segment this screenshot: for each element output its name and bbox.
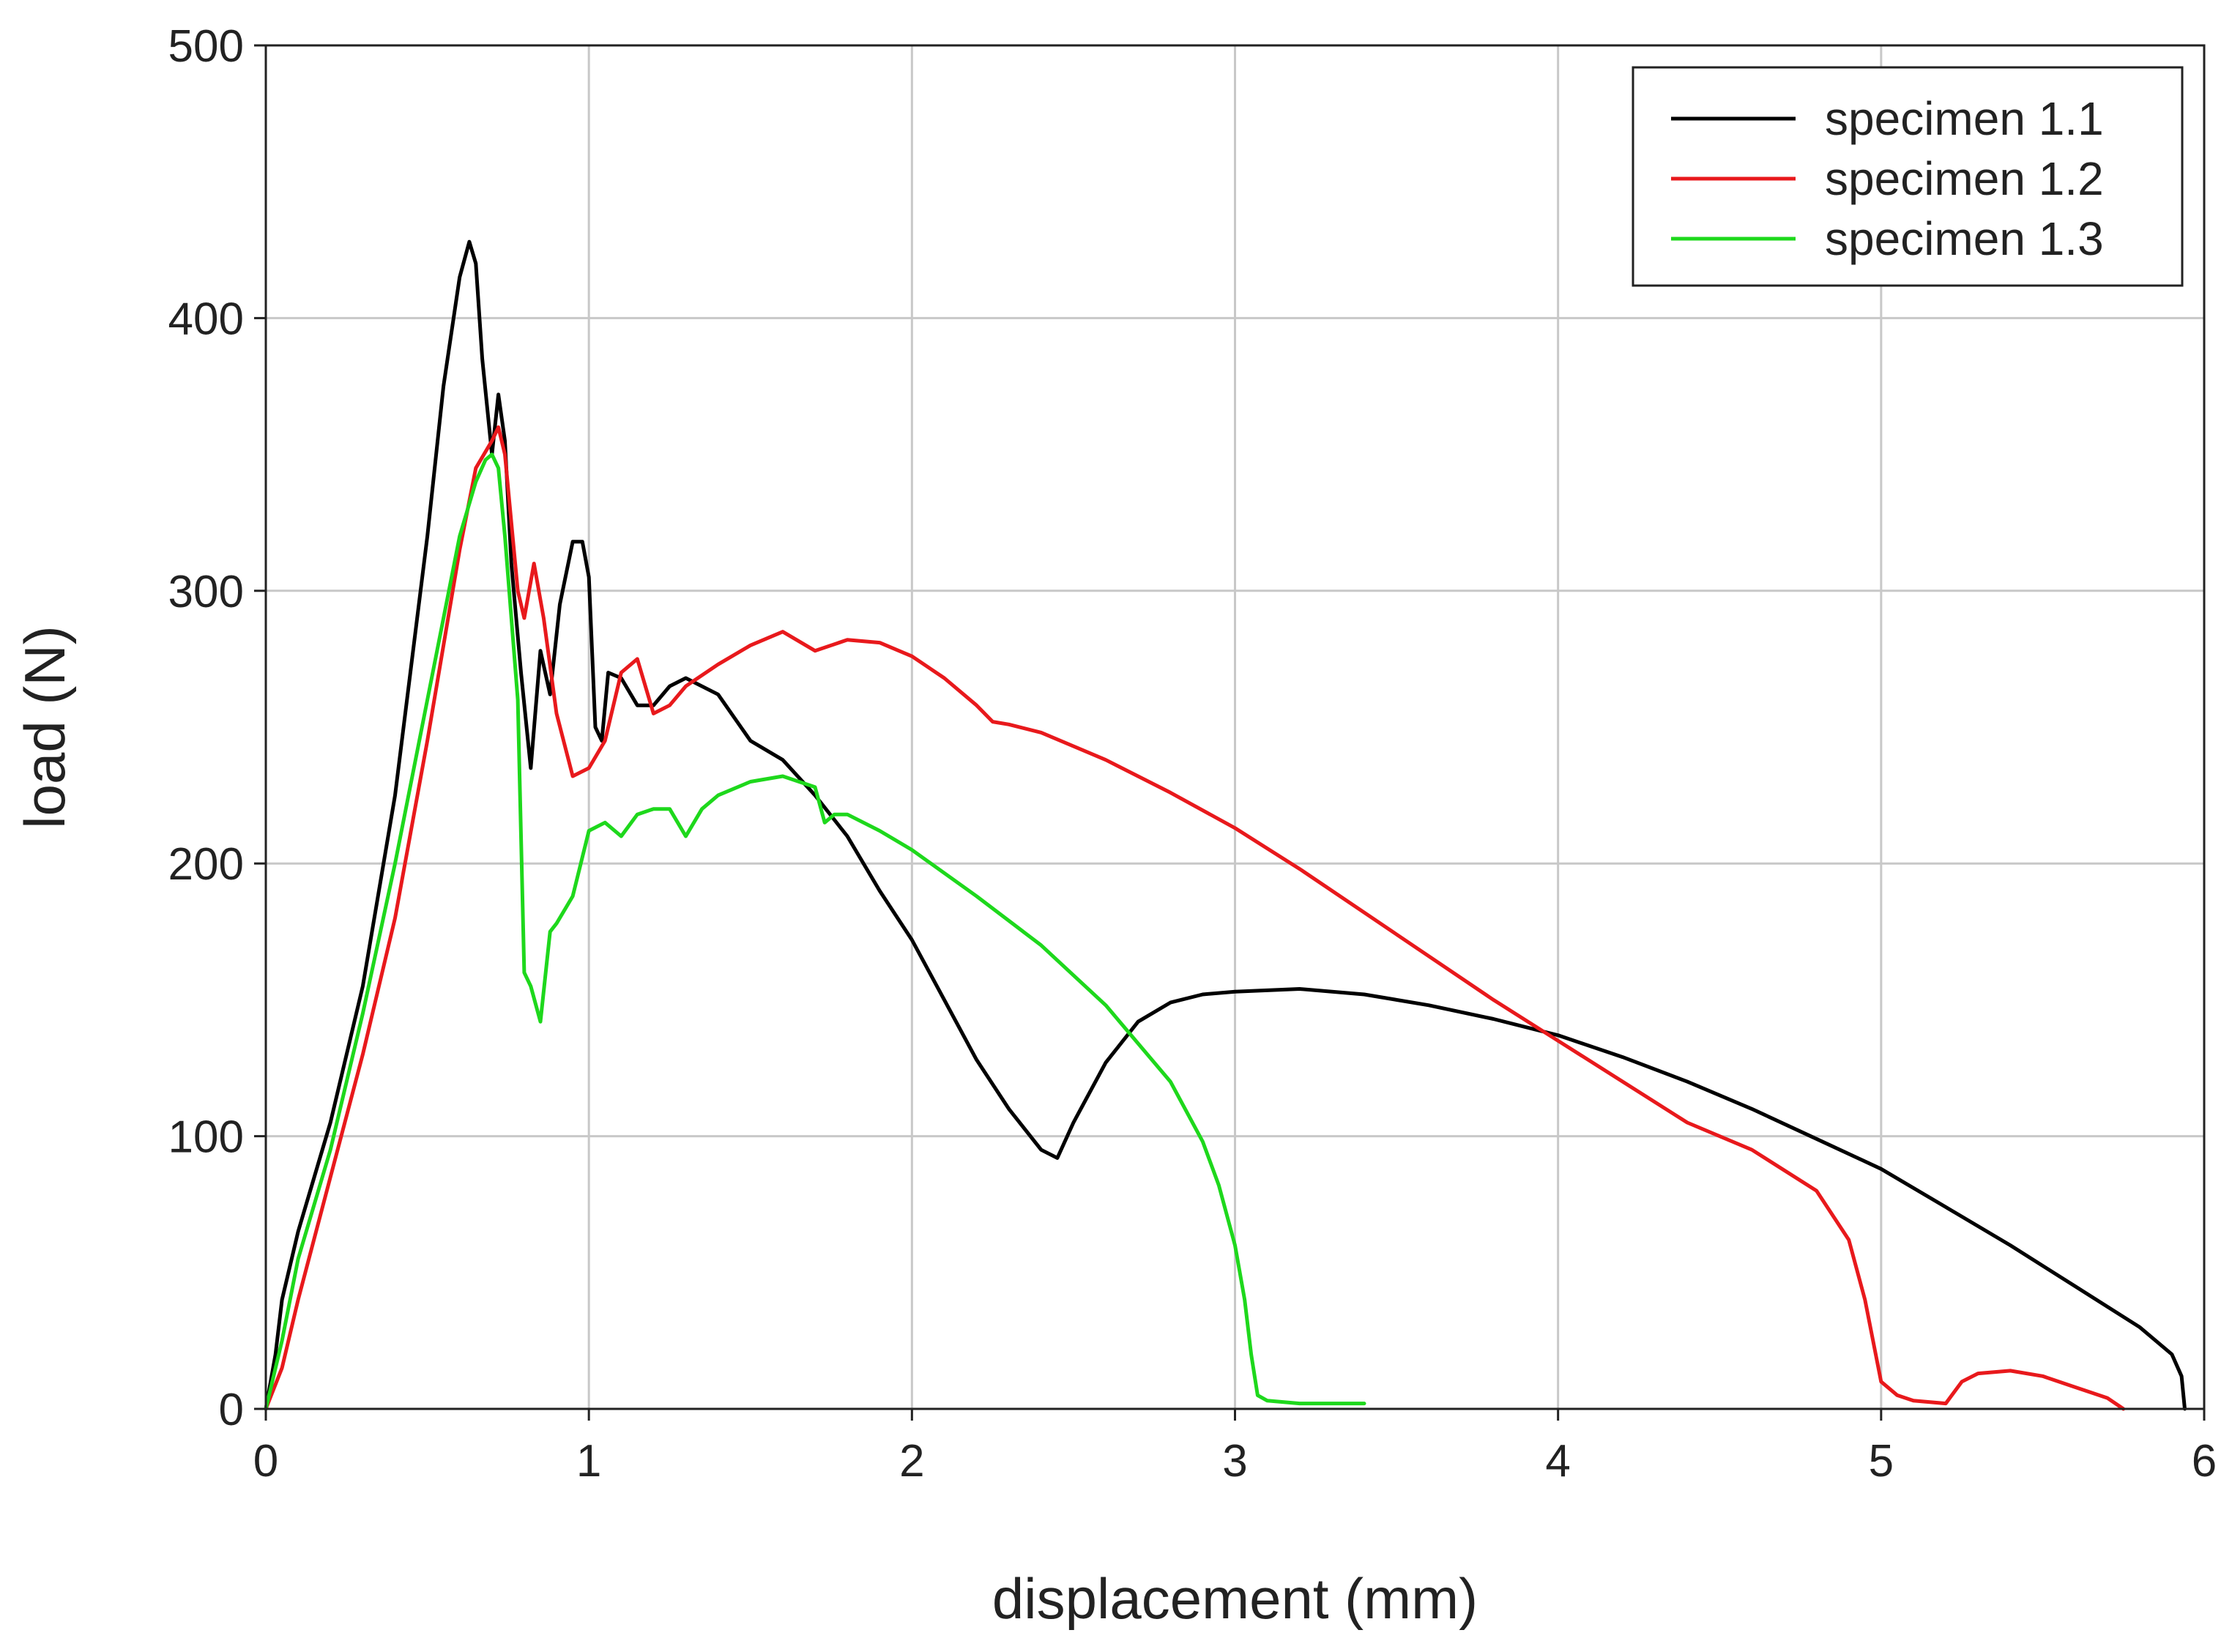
y-axis-title: load (N) [12,625,77,828]
series-line-2 [264,425,2126,1411]
legend: specimen 1.1 specimen 1.2 specimen 1.3 [1632,66,2184,287]
legend-label-2: specimen 1.2 [1825,152,2104,205]
legend-label-3: specimen 1.3 [1825,212,2104,265]
x-tick-label: 1 [576,1436,601,1487]
y-tick-label: 500 [168,21,244,72]
x-tick-label: 4 [1545,1436,1570,1487]
x-axis-title: displacement (mm) [992,1566,1478,1631]
axis-ticks: 0 1 2 3 4 5 6 0 100 200 300 400 500 [168,21,2217,1487]
y-tick-label: 0 [219,1385,244,1435]
x-tick-label: 5 [1869,1436,1894,1487]
legend-label-1: specimen 1.1 [1825,92,2104,145]
x-tick-label: 0 [253,1436,278,1487]
y-tick-label: 400 [168,294,244,344]
legend-box [1632,66,2184,287]
y-tick-label: 100 [168,1112,244,1163]
x-tick-label: 6 [2192,1436,2217,1487]
y-tick-label: 300 [168,567,244,617]
series-line-1 [264,239,2187,1411]
x-tick-label: 2 [899,1436,924,1487]
data-series [264,239,2187,1411]
series-line-3 [264,453,1366,1411]
y-tick-label: 200 [168,839,244,890]
x-tick-label: 3 [1222,1436,1247,1487]
